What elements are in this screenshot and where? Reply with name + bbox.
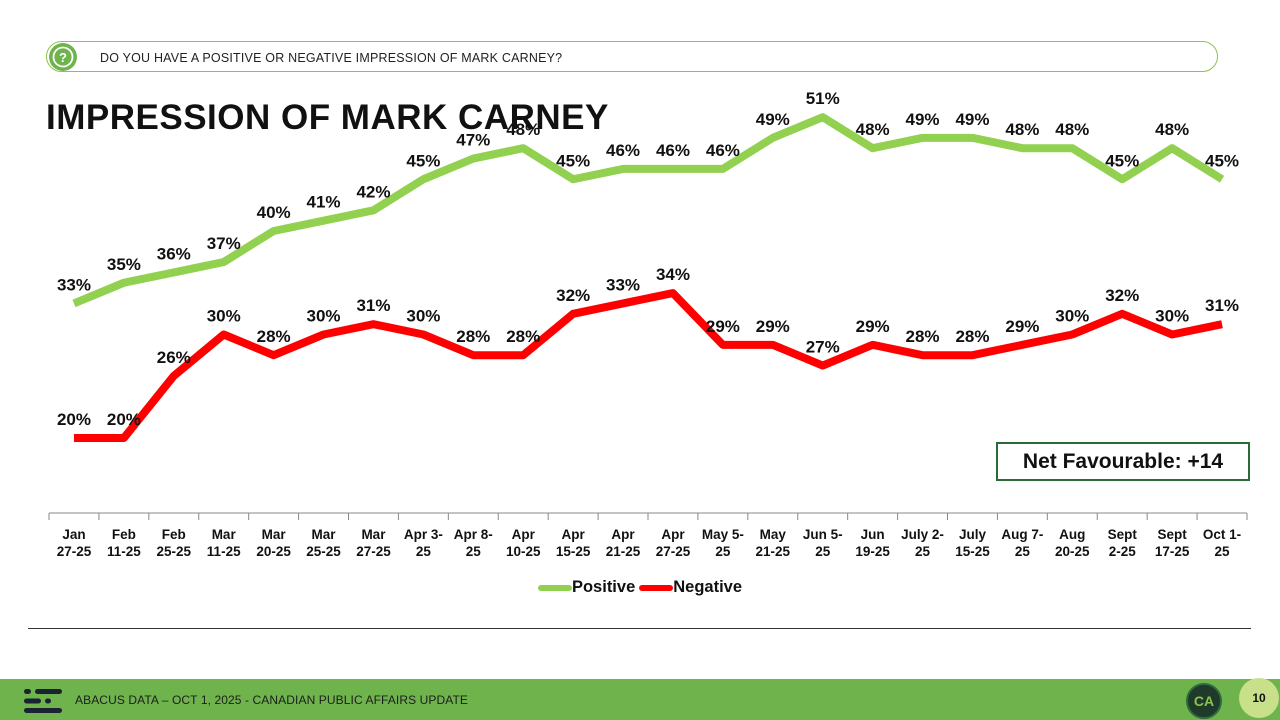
data-label-negative: 29%	[756, 317, 790, 336]
data-label-negative: 30%	[1155, 307, 1189, 326]
series-line-positive	[72, 113, 1225, 308]
data-label-positive: 46%	[606, 141, 640, 160]
x-tick-label: Jun 19-25	[855, 527, 890, 559]
x-tick-label: Mar 20-25	[256, 527, 291, 559]
ca-badge-logo: CA	[1186, 683, 1222, 719]
legend-swatch-negative	[639, 584, 674, 591]
data-label-negative: 30%	[1055, 307, 1089, 326]
data-label-positive: 45%	[556, 151, 590, 170]
data-label-positive: 48%	[506, 120, 540, 139]
x-tick-label: Mar 11-25	[207, 527, 241, 559]
data-label-positive: 49%	[906, 110, 940, 129]
data-label-positive: 37%	[207, 234, 241, 253]
x-tick-label: Apr 15-25	[556, 527, 591, 559]
data-label-negative: 28%	[257, 327, 291, 346]
data-label-negative: 31%	[356, 296, 390, 315]
data-label-positive: 51%	[806, 89, 840, 108]
data-label-positive: 48%	[1005, 120, 1039, 139]
x-tick-label: July 15-25	[955, 527, 990, 559]
data-label-negative: 20%	[107, 410, 141, 429]
x-tick-label: Aug 20-25	[1055, 527, 1090, 559]
x-tick-label: Oct 1-25	[1203, 527, 1241, 559]
data-label-positive: 48%	[856, 120, 890, 139]
page-title: IMPRESSION OF MARK CARNEY	[46, 98, 609, 137]
data-label-negative: 29%	[1005, 317, 1039, 336]
data-label-negative: 32%	[1105, 286, 1139, 305]
x-tick-label: Jan 27-25	[57, 527, 92, 559]
data-label-negative: 26%	[157, 348, 191, 367]
data-label-negative: 29%	[706, 317, 740, 336]
data-label-negative: 34%	[656, 265, 690, 284]
data-label-positive: 45%	[1105, 151, 1139, 170]
data-label-positive: 42%	[356, 182, 390, 201]
data-label-positive: 46%	[656, 141, 690, 160]
x-tick-label: Aug 7-25	[1001, 527, 1043, 559]
data-label-negative: 28%	[456, 327, 490, 346]
x-tick-label: July 2-25	[901, 527, 944, 559]
x-tick-label: Apr 21-25	[606, 527, 641, 559]
data-label-negative: 30%	[207, 307, 241, 326]
data-label-positive: 49%	[955, 110, 989, 129]
x-tick-label: May 21-25	[756, 527, 791, 559]
data-label-positive: 45%	[406, 151, 440, 170]
x-tick-label: Apr 27-25	[656, 527, 691, 559]
x-tick-label: Feb 11-25	[107, 527, 141, 559]
x-tick-label: Jun 5-25	[803, 527, 843, 559]
legend-item-negative: Negative	[639, 578, 742, 597]
x-tick-label: Apr 8-25	[454, 527, 493, 559]
x-tick-label: Apr 10-25	[506, 527, 541, 559]
data-label-negative: 20%	[57, 410, 91, 429]
data-label-negative: 30%	[406, 307, 440, 326]
legend-label-negative: Negative	[673, 578, 743, 596]
x-tick-label: Sept 17-25	[1155, 527, 1190, 559]
question-text: DO YOU HAVE A POSITIVE OR NEGATIVE IMPRE…	[100, 51, 563, 65]
data-label-negative: 33%	[606, 275, 640, 294]
data-label-positive: 36%	[157, 244, 191, 263]
data-label-positive: 48%	[1055, 120, 1089, 139]
x-tick-label: May 5-25	[702, 527, 744, 559]
series-line-negative	[73, 289, 1223, 442]
legend-item-positive: Positive	[537, 578, 636, 597]
legend-swatch-positive	[537, 584, 572, 591]
data-label-negative: 31%	[1205, 296, 1239, 315]
abacus-logo-icon	[24, 689, 62, 713]
data-label-negative: 28%	[506, 327, 540, 346]
svg-text:?: ?	[59, 50, 67, 65]
data-label-positive: 40%	[257, 203, 291, 222]
data-label-positive: 48%	[1155, 120, 1189, 139]
data-label-negative: 30%	[307, 307, 341, 326]
footer-source-text: ABACUS DATA – OCT 1, 2025 - CANADIAN PUB…	[75, 693, 469, 707]
divider-line	[28, 628, 1251, 629]
x-tick-label: Apr 3-25	[404, 527, 443, 559]
legend-label-positive: Positive	[571, 578, 636, 596]
data-label-negative: 27%	[806, 338, 840, 357]
data-label-positive: 45%	[1205, 151, 1239, 170]
data-label-positive: 35%	[107, 255, 141, 274]
x-tick-label: Sept 2-25	[1108, 527, 1138, 559]
chart-legend: Positive Negative	[0, 578, 1280, 597]
data-label-negative: 32%	[556, 286, 590, 305]
page-number: 10	[1239, 678, 1279, 718]
data-label-negative: 28%	[906, 327, 940, 346]
data-label-positive: 46%	[706, 141, 740, 160]
data-label-positive: 49%	[756, 110, 790, 129]
data-label-positive: 33%	[57, 275, 91, 294]
footer-bar	[0, 679, 1280, 720]
question-mark-icon: ?	[49, 43, 77, 71]
x-tick-label: Mar 27-25	[356, 527, 391, 559]
x-tick-label: Feb 25-25	[157, 527, 192, 559]
data-label-positive: 47%	[456, 131, 490, 150]
net-favourable-box: Net Favourable: +14	[996, 442, 1250, 481]
data-label-positive: 41%	[307, 193, 341, 212]
question-banner	[46, 41, 1218, 72]
data-label-negative: 29%	[856, 317, 890, 336]
x-tick-label: Mar 25-25	[306, 527, 341, 559]
data-label-negative: 28%	[955, 327, 989, 346]
